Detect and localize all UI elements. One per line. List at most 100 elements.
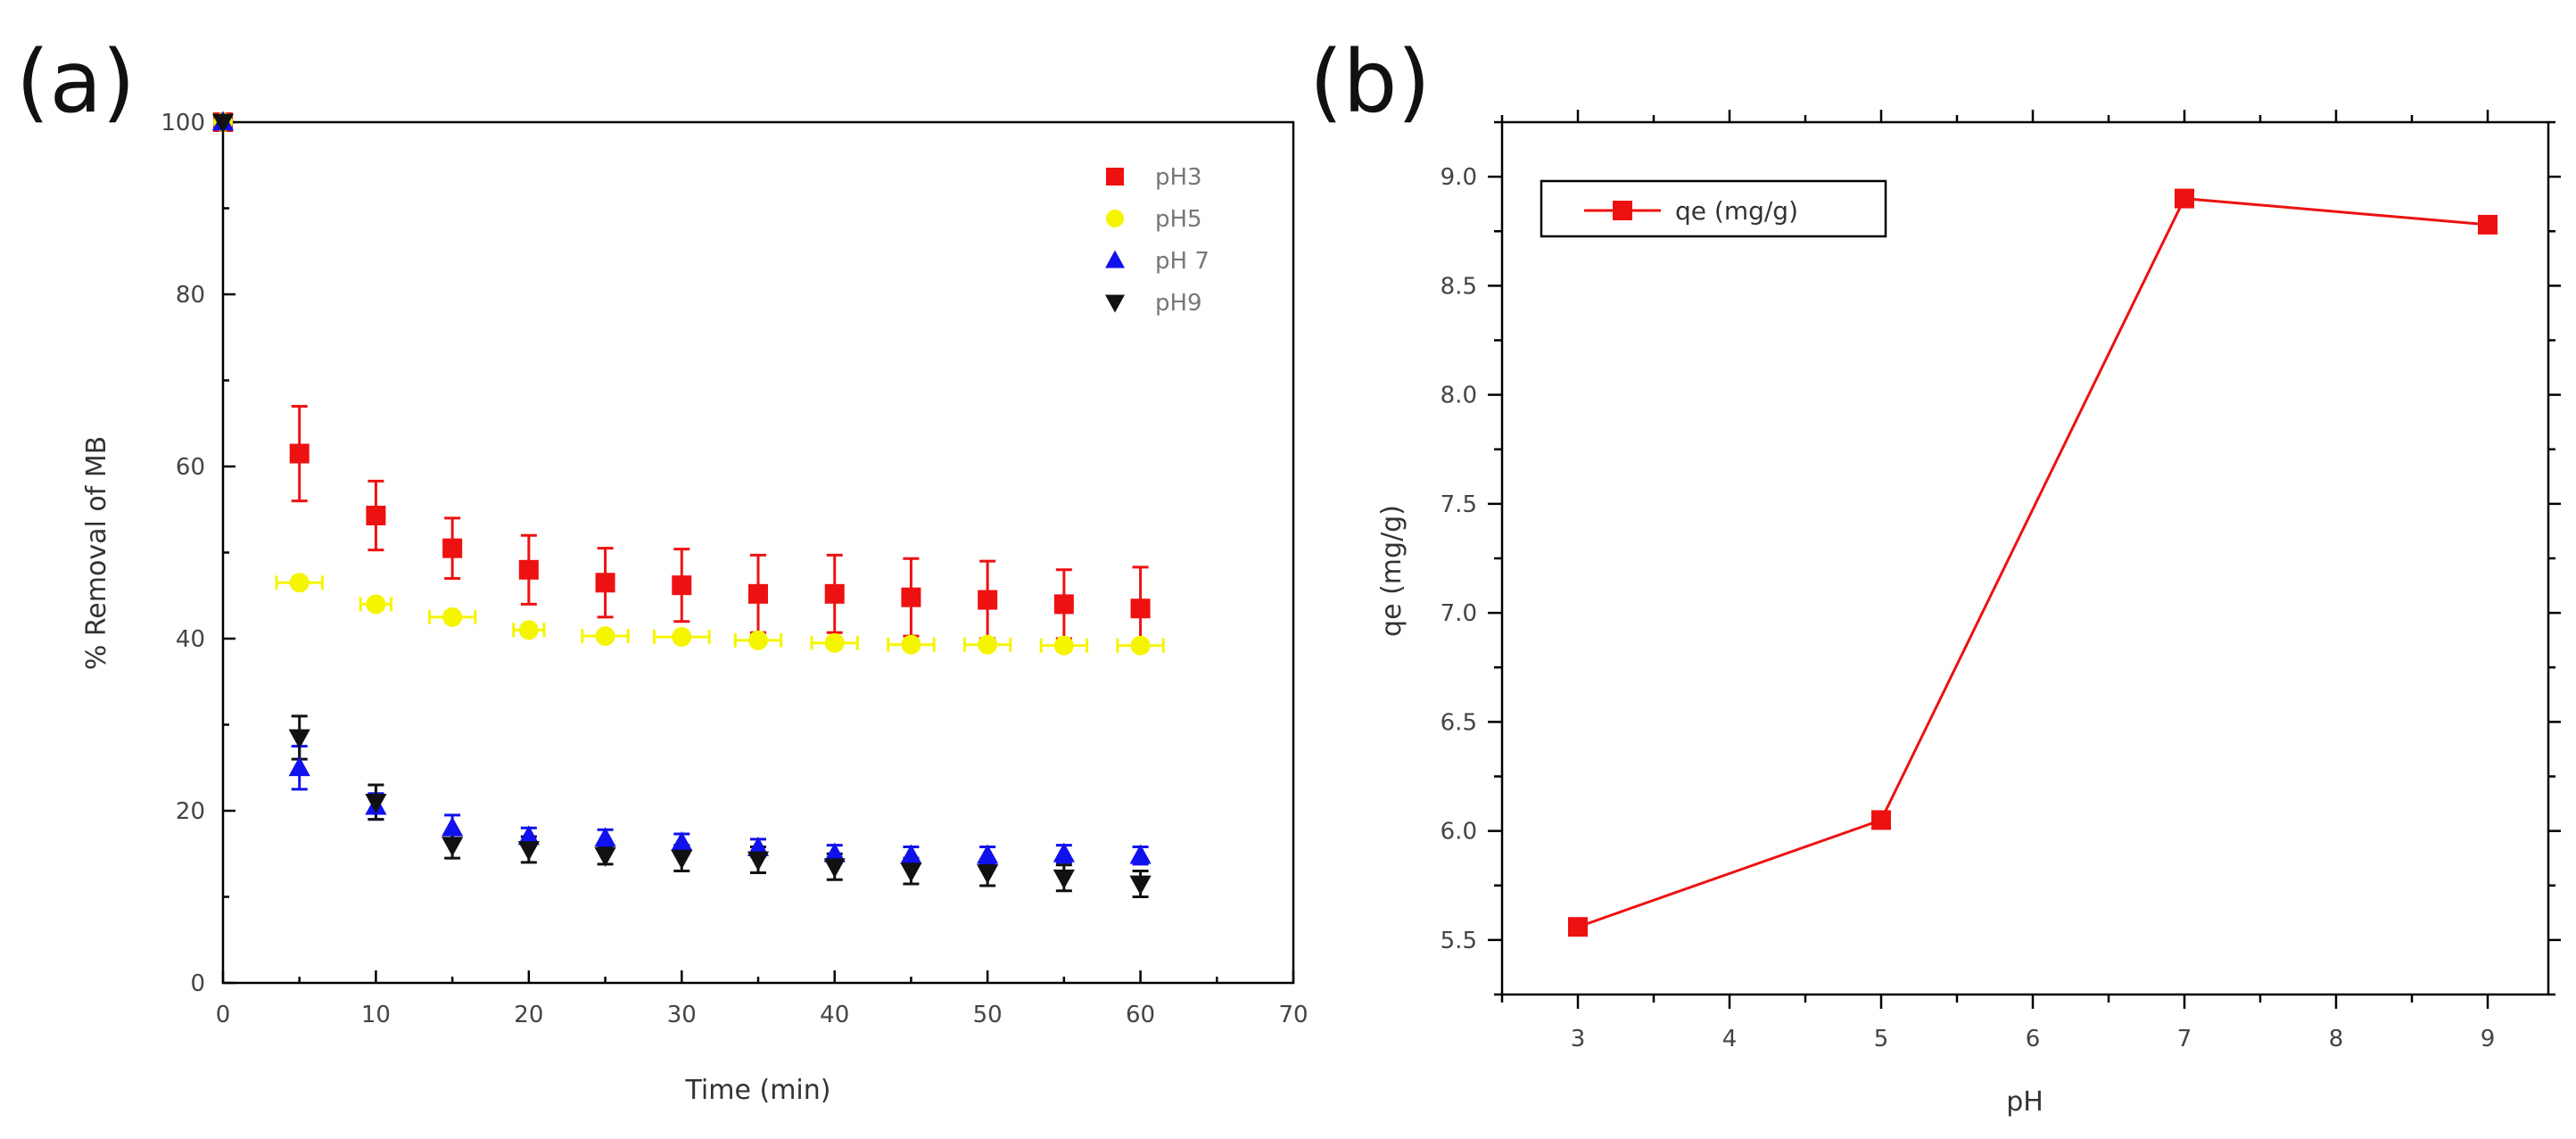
x-tick-label: 10	[361, 1002, 391, 1028]
panel-a-error-bars	[275, 404, 1165, 898]
data-point	[1568, 917, 1588, 937]
data-point	[211, 113, 235, 134]
legend-marker	[1105, 250, 1125, 268]
x-tick-label: 3	[1571, 1026, 1586, 1052]
legend-box	[1540, 179, 1887, 238]
x-tick-label: 30	[667, 1002, 697, 1028]
data-point	[823, 842, 846, 863]
data-point	[977, 864, 999, 885]
data-point	[672, 575, 692, 596]
data-point	[824, 632, 845, 653]
data-point	[442, 837, 464, 857]
data-point	[365, 794, 387, 813]
data-point	[366, 594, 386, 615]
x-tick-label: 0	[216, 1002, 231, 1028]
data-point	[747, 836, 770, 856]
panel-b-series-lines	[1577, 196, 2489, 929]
data-point	[442, 538, 463, 558]
y-tick-label: 8.0	[1441, 383, 1477, 409]
series-line	[1577, 196, 2489, 929]
x-tick-label: 7	[2177, 1026, 2192, 1052]
data-point	[289, 443, 310, 464]
legend-marker	[1106, 210, 1124, 227]
panel-b-y-ticks: 5.5 6.0 6.5 7.0 7.5 8.0 8.5 9.0	[1441, 120, 2561, 996]
legend-label: qe (mg/g)	[1675, 196, 1798, 226]
data-point	[1053, 869, 1075, 889]
y-tick-label: 6.5	[1441, 709, 1477, 736]
panel-b-label: (b)	[1309, 32, 1431, 132]
data-point	[900, 844, 922, 864]
data-point	[978, 590, 998, 610]
panel-a-points	[211, 111, 1152, 896]
legend-label: pH5	[1155, 206, 1202, 233]
data-point	[671, 849, 693, 870]
data-point	[672, 627, 692, 648]
y-tick-label: 9.0	[1441, 164, 1477, 191]
legend-label: pH9	[1155, 290, 1202, 317]
data-point	[288, 729, 310, 749]
y-tick-label: 60	[176, 454, 205, 481]
data-point	[748, 583, 768, 604]
data-point	[289, 573, 310, 593]
panel-a-x-axis-title: Time (min)	[685, 1075, 831, 1106]
data-point	[2478, 214, 2498, 235]
data-point	[517, 825, 540, 846]
panel-b-x-axis-title: pH	[2006, 1086, 2043, 1118]
panel-a-label: (a)	[16, 32, 136, 132]
x-tick-label: 4	[1722, 1026, 1738, 1052]
panel-b-points	[1568, 188, 2498, 937]
data-point	[824, 583, 845, 604]
data-point	[518, 620, 539, 640]
data-point	[1130, 598, 1151, 619]
y-tick-label: 40	[176, 626, 205, 653]
data-point	[1053, 594, 1074, 615]
data-point	[442, 816, 464, 837]
data-point	[1053, 635, 1074, 656]
data-point	[288, 756, 310, 777]
x-tick-label: 6	[2026, 1026, 2041, 1052]
data-point	[748, 630, 768, 650]
panel-a-y-axis-title: % Removal of MB	[81, 436, 112, 671]
data-point	[900, 863, 922, 883]
data-point	[1130, 635, 1151, 656]
y-tick-label: 20	[176, 798, 205, 825]
data-point	[595, 626, 615, 647]
data-point	[747, 851, 770, 871]
data-point	[517, 841, 540, 862]
y-tick-label: 8.5	[1441, 273, 1477, 300]
data-point	[594, 846, 616, 867]
panel-b-y-axis-title: qe (mg/g)	[1376, 505, 1408, 637]
y-tick-label: 7.5	[1441, 491, 1477, 518]
x-tick-label: 70	[1278, 1002, 1308, 1028]
data-point	[1871, 810, 1891, 830]
data-point	[901, 634, 921, 655]
data-point	[2175, 188, 2194, 209]
data-point	[977, 844, 999, 864]
panel-b-plot-frame	[1500, 120, 2550, 996]
panel-a: (a) 0 10 20 30 40 50 60 70 0 20 40 60 80 100 Time (m…	[16, 32, 1309, 1106]
data-point	[1053, 842, 1075, 863]
data-point	[1129, 875, 1152, 896]
y-tick-label: 5.5	[1441, 928, 1477, 954]
legend-marker	[1105, 294, 1125, 313]
x-tick-label: 9	[2481, 1026, 2496, 1052]
y-tick-label: 100	[161, 110, 205, 136]
panel-a-y-ticks: 0 20 40 60 80 100	[161, 110, 235, 997]
data-point	[978, 634, 998, 655]
legend-label: pH 7	[1155, 248, 1210, 275]
panel-b-x-ticks: 3 4 5 6 7 8 9	[1500, 110, 2496, 1052]
panel-a-legend: pH3 pH5 pH 7 pH9	[1105, 164, 1210, 317]
data-point	[823, 858, 846, 879]
y-tick-label: 6.0	[1441, 819, 1477, 846]
x-tick-label: 20	[514, 1002, 543, 1028]
data-point	[595, 573, 615, 593]
y-tick-label: 80	[176, 282, 205, 309]
legend-marker	[1106, 168, 1124, 186]
x-tick-label: 60	[1126, 1002, 1155, 1028]
data-point	[901, 587, 921, 607]
x-tick-label: 5	[1874, 1026, 1889, 1052]
x-tick-label: 40	[820, 1002, 849, 1028]
data-point	[594, 827, 616, 847]
y-tick-label: 7.0	[1441, 600, 1477, 627]
